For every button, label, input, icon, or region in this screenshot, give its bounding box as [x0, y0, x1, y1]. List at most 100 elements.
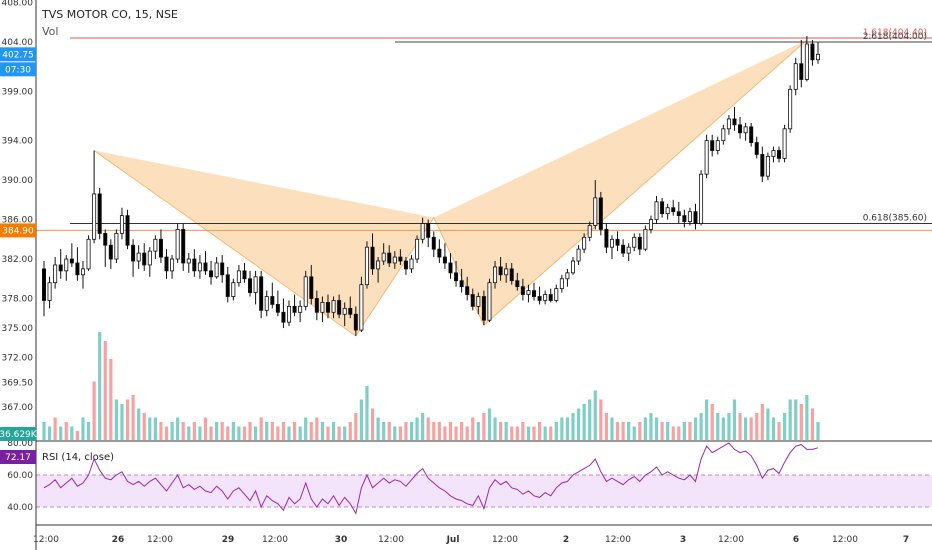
candle-body — [565, 272, 570, 280]
candle-body — [509, 268, 514, 282]
rsi-indicator-label: RSI (14, close) — [42, 452, 115, 463]
candle-body — [710, 140, 715, 151]
time-tick-label: 29 — [222, 535, 235, 545]
volume-bar — [198, 426, 202, 440]
volume-bar — [404, 422, 408, 440]
candle-body — [142, 252, 147, 266]
volume-bar — [682, 422, 686, 440]
candle-body — [75, 262, 80, 276]
candle-body — [125, 215, 130, 246]
time-tick-label: 12:00 — [492, 535, 518, 545]
candle-body — [392, 256, 397, 264]
candle-body — [810, 43, 815, 61]
volume-bar — [81, 417, 85, 440]
volume-bar — [666, 422, 670, 440]
candle-body — [732, 118, 737, 126]
rsi-value-badge-bg — [0, 450, 36, 464]
volume-bar — [387, 422, 391, 440]
volume-bar — [443, 426, 447, 440]
current-price-badge: 402.75 — [2, 50, 34, 60]
volume-bar — [732, 399, 737, 440]
candle-body — [164, 256, 169, 272]
price-tick-label: 372.00 — [2, 354, 34, 364]
candle-body — [537, 296, 542, 301]
volume-bar — [276, 426, 280, 440]
candle-body — [281, 311, 286, 323]
time-axis: 12:00 26 12:00 29 12:00 30 12:00 Jul 12:00 2 12:00… — [33, 535, 909, 545]
candle-body — [86, 238, 91, 270]
volume-bar — [471, 417, 475, 440]
volume-bar — [181, 422, 185, 440]
volume-bar — [504, 422, 508, 440]
volume-bar — [365, 386, 369, 440]
volume-bar — [75, 431, 80, 440]
volume-bar — [398, 426, 402, 440]
candle-body — [749, 126, 754, 144]
volume-bar — [599, 399, 603, 440]
pattern-triangle — [94, 150, 434, 336]
volume-bar — [782, 413, 787, 440]
candle-body — [353, 313, 358, 331]
candle-body — [448, 262, 453, 274]
countdown-badge: 07:30 — [5, 65, 31, 75]
volume-bar — [476, 422, 480, 440]
volume-bar — [671, 426, 675, 440]
candle-body — [442, 256, 447, 264]
candle-body — [687, 211, 692, 222]
time-tick-label: 12:00 — [605, 535, 631, 545]
candle-body — [359, 284, 364, 331]
volume-bar — [131, 395, 135, 440]
volume-bar — [716, 413, 720, 440]
candle-body — [136, 252, 141, 262]
candle-body — [777, 150, 782, 159]
candle-body — [504, 268, 509, 276]
volume-bar — [164, 426, 169, 440]
volume-bar — [660, 422, 664, 440]
volume-bar — [760, 404, 764, 440]
candle-body — [671, 207, 676, 213]
time-tick-label: 12:00 — [718, 535, 744, 545]
candle-body — [632, 236, 637, 248]
volume-bar — [693, 417, 698, 440]
candle-body — [643, 229, 648, 250]
time-tick-label: 3 — [680, 535, 686, 545]
volume-bar — [521, 422, 525, 440]
fib-level-label: 2.618(404.00) — [863, 32, 927, 42]
candle-body — [320, 302, 325, 313]
volume-bar — [148, 417, 152, 440]
volume-bar — [103, 341, 107, 440]
candle-body — [609, 238, 614, 248]
volume-bar — [727, 413, 731, 440]
volume-bar — [281, 422, 286, 440]
volume-bar — [777, 422, 781, 440]
candle-body — [97, 193, 102, 234]
volume-bar — [543, 426, 547, 440]
volume-bar — [744, 417, 748, 440]
candle-body — [103, 232, 108, 246]
candle-body — [337, 300, 342, 315]
volume-bar — [810, 408, 815, 440]
volume-bar — [771, 417, 776, 440]
volume-bar — [560, 417, 564, 440]
candle-body — [203, 262, 208, 272]
candle-body — [548, 294, 553, 301]
candle-body — [409, 258, 414, 270]
candle-body — [532, 290, 537, 297]
time-tick-label: 6 — [793, 535, 799, 545]
time-tick-label: 2 — [563, 535, 569, 545]
candle-body — [58, 264, 63, 272]
volume-bar — [766, 408, 770, 440]
candle-body — [526, 290, 531, 295]
candle-body — [381, 252, 386, 262]
candle-body — [693, 211, 698, 224]
candle-body — [181, 229, 186, 264]
candle-body — [487, 282, 492, 321]
candle-body — [648, 219, 653, 230]
price-tick-label: 404.00 — [2, 38, 34, 48]
volume-bar — [176, 417, 180, 440]
volume-bar — [738, 413, 742, 440]
candle-body — [92, 193, 97, 240]
rsi-tick-label: 60.00 — [7, 471, 33, 481]
volume-bar — [421, 413, 425, 440]
